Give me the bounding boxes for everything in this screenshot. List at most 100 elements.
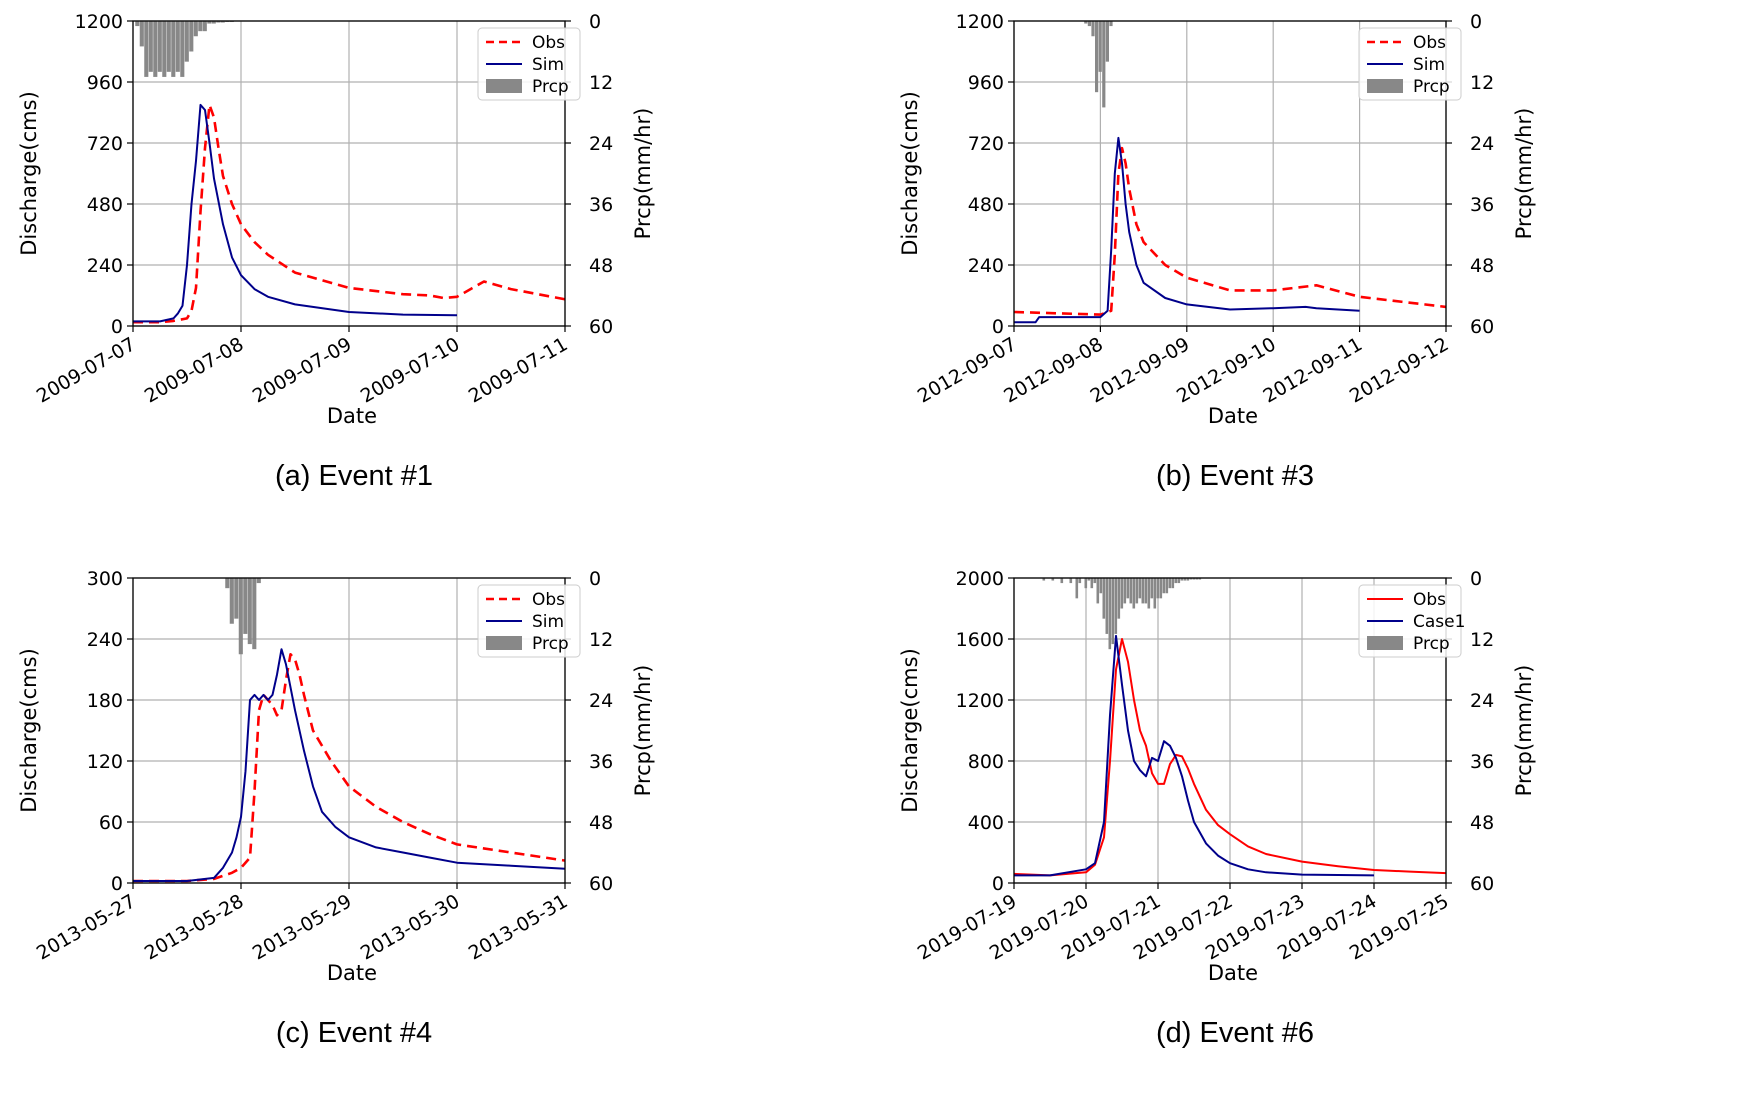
precip-bar [1198, 578, 1202, 580]
y2-axis-title: Prcp(mm/hr) [631, 665, 655, 797]
y2-tick-label: 48 [589, 812, 613, 834]
precip-bar [1114, 578, 1118, 634]
legend-label: Sim [532, 612, 564, 632]
x-tick-label: 2009-07-08 [141, 333, 248, 407]
y-tick-label: 120 [87, 751, 123, 773]
series-line-sim [133, 103, 458, 323]
legend-swatch-prcp [1367, 636, 1403, 650]
precip-bar [1105, 578, 1109, 634]
precip-bar [1150, 578, 1154, 599]
panel-caption: (b) Event #3 [1156, 460, 1314, 492]
series-line-sim [1014, 136, 1360, 324]
precip-bar [139, 21, 144, 47]
precip-bar [1171, 578, 1175, 589]
precip-bar [193, 21, 198, 37]
y-tick-label: 720 [968, 133, 1004, 155]
precip-bar [1060, 578, 1064, 584]
y-tick-label: 240 [87, 255, 123, 277]
precip-bar [1087, 21, 1091, 27]
precip-bar [229, 578, 234, 624]
precip-bar [1156, 578, 1160, 599]
y-tick-label: 960 [87, 72, 123, 94]
series-line-obs [133, 103, 566, 324]
precip-bar [1132, 578, 1136, 609]
legend-swatch-prcp [486, 636, 522, 650]
precip-bar [189, 21, 194, 52]
x-axis-title: Date [1208, 961, 1258, 985]
x-tick-label: 2013-05-28 [141, 890, 248, 964]
y2-tick-label: 0 [1470, 568, 1482, 590]
legend-label: Prcp [1413, 634, 1450, 654]
legend-swatch-prcp [1367, 79, 1403, 93]
precip-bar [148, 21, 153, 72]
y2-tick-label: 0 [589, 568, 601, 590]
precip-bar [238, 578, 243, 655]
x-tick-label: 2013-05-31 [465, 890, 572, 964]
y2-tick-label: 60 [1470, 316, 1494, 338]
y2-tick-label: 24 [1470, 690, 1494, 712]
y-tick-label: 800 [968, 751, 1004, 773]
legend-swatch-prcp [486, 79, 522, 93]
x-tick-label: 2009-07-09 [249, 333, 356, 407]
y2-tick-label: 48 [1470, 812, 1494, 834]
y-tick-label: 1200 [956, 11, 1004, 33]
y2-axis-title: Prcp(mm/hr) [1512, 665, 1536, 797]
precip-bar [171, 21, 176, 77]
legend-label: Obs [532, 33, 565, 53]
y2-tick-label: 12 [589, 629, 613, 651]
precip-bar [1180, 578, 1184, 581]
precip-bar [1087, 578, 1091, 581]
y-tick-label: 480 [968, 194, 1004, 216]
y-tick-label: 240 [87, 629, 123, 651]
precip-bar [1093, 578, 1097, 584]
precip-bar [1111, 578, 1115, 645]
precip-bar [162, 21, 167, 77]
precip-bar [1135, 578, 1139, 604]
y2-axis-title: Prcp(mm/hr) [1512, 108, 1536, 240]
x-axis-title: Date [1208, 404, 1258, 428]
y-tick-label: 400 [968, 812, 1004, 834]
precip-bar [1075, 578, 1079, 599]
y2-tick-label: 24 [1470, 133, 1494, 155]
precip-bar [1138, 578, 1142, 599]
x-tick-label: 2009-07-07 [33, 333, 140, 407]
y-tick-label: 960 [968, 72, 1004, 94]
y2-tick-label: 60 [589, 316, 613, 338]
y2-tick-label: 0 [1470, 11, 1482, 33]
x-tick-label: 2013-05-27 [33, 890, 140, 964]
precip-bar [1189, 578, 1193, 580]
y2-tick-label: 12 [1470, 629, 1494, 651]
precip-bar [1102, 578, 1106, 619]
precip-bar [1099, 578, 1103, 594]
y2-tick-label: 48 [589, 255, 613, 277]
precip-bar [175, 21, 180, 72]
y2-tick-label: 12 [1470, 72, 1494, 94]
precip-bar [234, 578, 239, 619]
y2-tick-label: 24 [589, 690, 613, 712]
x-tick-label: 2013-05-30 [357, 890, 464, 964]
legend-label: Prcp [532, 77, 569, 97]
precip-bar [1051, 578, 1055, 581]
precip-bar [180, 21, 185, 77]
precip-bar [1129, 578, 1133, 604]
y-tick-label: 180 [87, 690, 123, 712]
y-tick-label: 2000 [956, 568, 1004, 590]
precip-bar [166, 21, 171, 72]
precip-bar [220, 21, 225, 23]
precip-bar [1159, 578, 1163, 599]
y-tick-label: 0 [111, 873, 123, 895]
y2-tick-label: 48 [1470, 255, 1494, 277]
y2-tick-label: 60 [1470, 873, 1494, 895]
series-line-sim [133, 648, 566, 882]
precip-bar [225, 578, 230, 589]
legend-label: Obs [1413, 33, 1446, 53]
precip-bar [1168, 578, 1172, 589]
precip-bar [1153, 578, 1157, 609]
precip-bar [1120, 578, 1124, 609]
legend-label: Obs [1413, 590, 1446, 610]
